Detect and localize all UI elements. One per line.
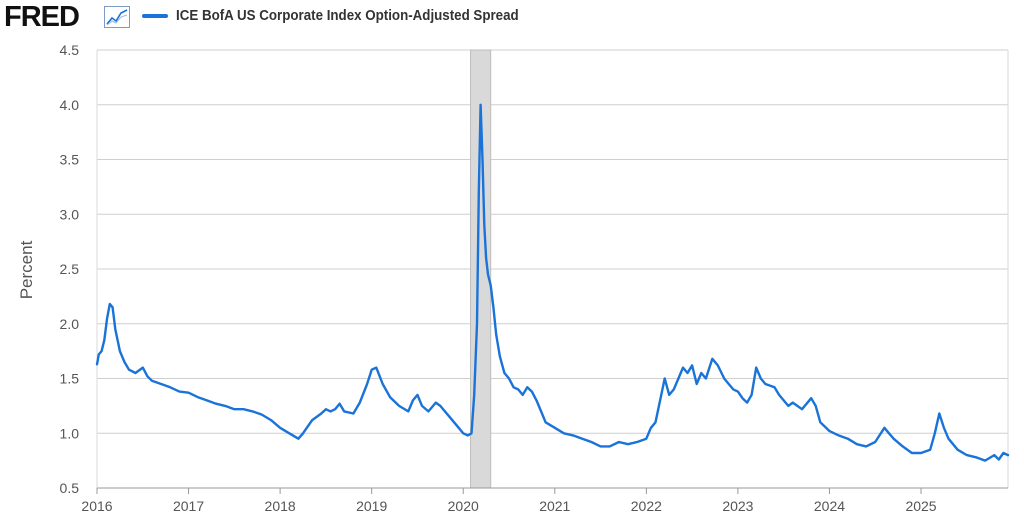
y-tick-2.0: 2.0	[60, 316, 80, 332]
fred-logo[interactable]: FRED	[4, 1, 80, 33]
x-tick-2016: 2016	[81, 498, 112, 514]
x-tick-2017: 2017	[173, 498, 204, 514]
series-line-0[interactable]	[95, 103, 1010, 462]
series-layer	[95, 103, 1010, 462]
chart-legend: ICE BofA US Corporate Index Option-Adjus…	[142, 7, 548, 25]
y-axis: 0.5 1.0 1.5 2.0 2.5 3.0 3.5 4.0 4.5	[60, 42, 80, 496]
y-tick-0.5: 0.5	[60, 480, 80, 496]
y-tick-2.5: 2.5	[60, 261, 80, 277]
x-tick-2023: 2023	[722, 498, 753, 514]
y-tick-1.5: 1.5	[60, 371, 80, 387]
gridlines	[96, 49, 1009, 489]
legend-label[interactable]: ICE BofA US Corporate Index Option-Adjus…	[176, 8, 519, 24]
x-tick-2024: 2024	[814, 498, 845, 514]
x-tick-2022: 2022	[631, 498, 662, 514]
y-tick-4.5: 4.5	[60, 42, 80, 58]
x-tick-2025: 2025	[905, 498, 936, 514]
x-axis: 2016 2017 2018 2019 2020 2021 2022 2023 2024 2025	[81, 487, 1008, 514]
y-tick-4.0: 4.0	[60, 97, 80, 113]
y-tick-1.0: 1.0	[60, 425, 80, 441]
x-tick-2019: 2019	[356, 498, 387, 514]
legend-swatch	[142, 14, 168, 18]
x-tick-2021: 2021	[539, 498, 570, 514]
x-tick-2020: 2020	[448, 498, 479, 514]
y-tick-3.0: 3.0	[60, 206, 80, 222]
chart-header: FRED ICE BofA US Corporate Index Option-…	[0, 0, 1024, 34]
x-tick-2018: 2018	[265, 498, 296, 514]
line-chart-icon[interactable]	[104, 6, 130, 28]
y-tick-3.5: 3.5	[60, 152, 80, 168]
y-axis-label: Percent	[17, 240, 36, 299]
